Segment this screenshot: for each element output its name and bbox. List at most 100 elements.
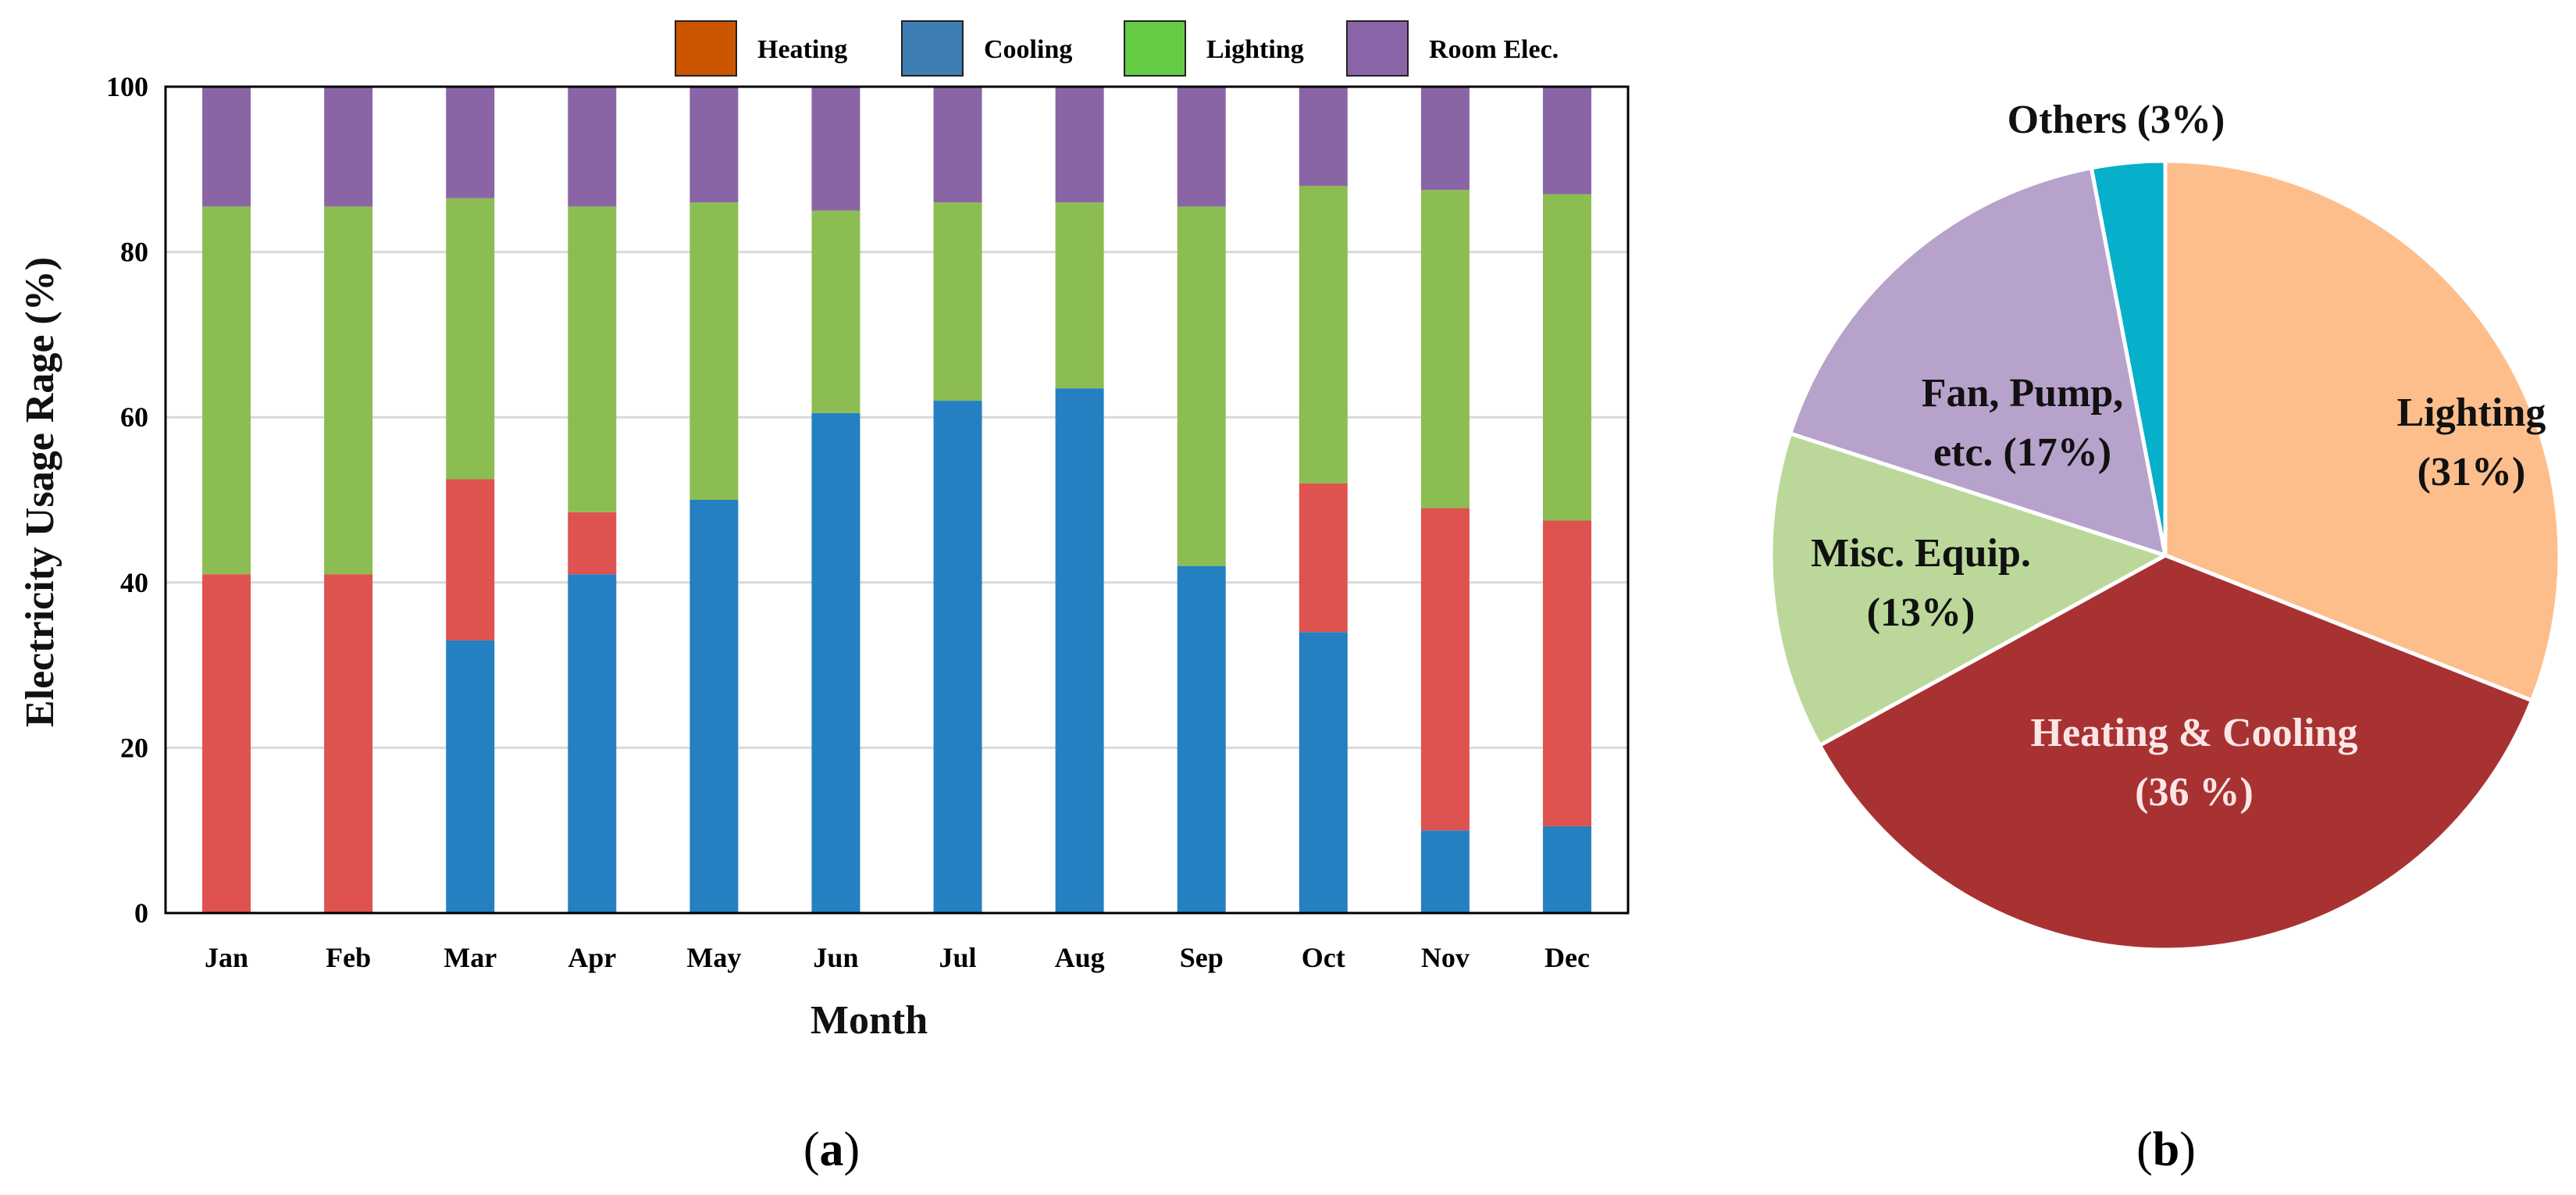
- bar-lighting-jun: [811, 210, 860, 413]
- legend-swatch-lighting: [1124, 20, 1186, 77]
- bar-room-elec-oct: [1299, 87, 1348, 186]
- x-tick-apr: Apr: [568, 942, 616, 973]
- bar-room-elec-jun: [811, 87, 860, 211]
- bar-cooling-nov: [1420, 830, 1470, 913]
- pie-slice-lighting: [2163, 159, 2562, 704]
- y-tick-60: 60: [120, 401, 148, 433]
- bar-lighting-dec: [1542, 194, 1591, 521]
- bar-lighting-apr: [568, 206, 617, 512]
- bar-room-elec-jul: [933, 87, 982, 203]
- bar-heating-nov: [1420, 508, 1470, 831]
- legend-swatch-room-elec: [1346, 20, 1409, 77]
- legend-label-heating: Heating: [757, 35, 847, 64]
- bar-cooling-jul: [933, 401, 982, 913]
- panel-label-a-close: ): [844, 1123, 860, 1176]
- bar-cooling-mar: [446, 640, 495, 913]
- bar-lighting-may: [689, 202, 739, 500]
- x-axis-ticks: Jan Feb Mar Apr May Jun Jul Aug Sep Oct Nov Dec: [205, 942, 1590, 973]
- bar-heating-oct: [1299, 483, 1348, 633]
- pie-slice-others: [2089, 159, 2168, 556]
- pie-label-line: (31%): [2417, 450, 2526, 494]
- bar-heating-feb: [324, 574, 373, 913]
- bar-room-elec-nov: [1420, 87, 1470, 191]
- panel-label-b-close: ): [2179, 1123, 2196, 1176]
- x-tick-sep: Sep: [1180, 942, 1224, 973]
- pie-chart: Lighting (31%) Heating & Cooling (36 %) Misc…: [1769, 98, 2562, 1176]
- y-tick-0: 0: [134, 897, 148, 929]
- stacked-bar-chart: Heating Cooling Lighting Room Elec. 0 20 40 60…: [18, 20, 1630, 1176]
- x-axis-title: Month: [811, 998, 928, 1043]
- bar-series: [202, 87, 1591, 913]
- bar-lighting-aug: [1055, 202, 1104, 389]
- legend-label-cooling: Cooling: [984, 35, 1072, 64]
- x-tick-feb: Feb: [326, 942, 371, 973]
- pie-label-line: Others (3%): [2008, 98, 2225, 142]
- legend-label-lighting: Lighting: [1206, 35, 1304, 64]
- pie-labels: Lighting (31%) Heating & Cooling (36 %) Misc…: [1811, 98, 2546, 815]
- panel-label-b: (b): [2136, 1123, 2196, 1176]
- bar-lighting-jan: [202, 206, 251, 575]
- bar-lighting-oct: [1299, 185, 1348, 483]
- gridlines: [166, 251, 1628, 749]
- bar-lighting-jul: [933, 202, 982, 401]
- pie-label-fan-pump-etc: Fan, Pump, etc. (17%): [1922, 371, 2124, 475]
- pie-label-line: Fan, Pump,: [1922, 371, 2124, 416]
- panel-label-a-open: (: [803, 1123, 820, 1176]
- y-tick-80: 80: [120, 237, 148, 268]
- bar-room-elec-feb: [324, 87, 373, 207]
- y-axis-ticks: 0 20 40 60 80 100: [106, 71, 148, 929]
- panel-label-b-open: (: [2136, 1123, 2153, 1176]
- y-axis-title: Electricity Usage Rage (%): [18, 257, 62, 727]
- bar-heating-apr: [568, 512, 617, 575]
- bar-room-elec-dec: [1542, 87, 1591, 194]
- pie-slice-misc-equip: [1769, 430, 2171, 748]
- pie-label-line: Lighting: [2397, 391, 2546, 435]
- legend-swatch-cooling: [901, 20, 964, 77]
- pie-label-line: Heating & Cooling: [2031, 711, 2358, 755]
- bar-heating-jan: [202, 574, 251, 913]
- bar-room-elec-jan: [202, 87, 251, 207]
- pie-label-misc-equip: Misc. Equip. (13%): [1811, 531, 2031, 635]
- panel-label-a-letter: a: [820, 1123, 844, 1176]
- x-tick-jan: Jan: [205, 942, 248, 973]
- bar-cooling-oct: [1299, 632, 1348, 913]
- panel-label-a: (a): [803, 1123, 860, 1176]
- plot-frame: [164, 85, 1630, 915]
- bar-heating-mar: [446, 479, 495, 640]
- x-tick-jun: Jun: [813, 942, 858, 973]
- pie-label-others: Others (3%): [2008, 98, 2225, 142]
- y-tick-100: 100: [106, 71, 148, 102]
- bar-lighting-sep: [1177, 206, 1226, 566]
- bar-cooling-aug: [1055, 388, 1104, 913]
- x-tick-oct: Oct: [1302, 942, 1345, 973]
- pie-label-line: (13%): [1867, 590, 1976, 635]
- x-tick-may: May: [686, 942, 741, 973]
- bar-cooling-jun: [811, 412, 860, 913]
- pie-label-line: etc. (17%): [1933, 430, 2111, 475]
- bar-cooling-dec: [1542, 826, 1591, 913]
- bar-heating-dec: [1542, 520, 1591, 826]
- legend-label-room-elec: Room Elec.: [1429, 35, 1559, 64]
- bar-cooling-apr: [568, 574, 617, 913]
- bar-room-elec-aug: [1055, 87, 1104, 203]
- pie-slice-fan-pump-etc: [1787, 166, 2168, 558]
- x-tick-aug: Aug: [1055, 942, 1105, 973]
- bar-room-elec-apr: [568, 87, 617, 207]
- panel-label-b-letter: b: [2153, 1123, 2179, 1176]
- bar-lighting-feb: [324, 206, 373, 575]
- pie-slice-heating-cooling: [1817, 553, 2535, 952]
- pie-label-lighting: Lighting (31%): [2397, 391, 2546, 494]
- bar-room-elec-mar: [446, 87, 495, 198]
- x-tick-nov: Nov: [1421, 942, 1470, 973]
- x-tick-dec: Dec: [1545, 942, 1590, 973]
- pie-slices: [1769, 159, 2562, 952]
- y-tick-20: 20: [120, 732, 148, 763]
- bar-lighting-nov: [1420, 190, 1470, 508]
- legend: Heating Cooling Lighting Room Elec.: [675, 20, 1559, 77]
- x-tick-mar: Mar: [444, 942, 497, 973]
- bar-cooling-may: [689, 500, 739, 913]
- x-tick-jul: Jul: [939, 942, 977, 973]
- bar-cooling-sep: [1177, 565, 1226, 913]
- bar-room-elec-sep: [1177, 87, 1226, 207]
